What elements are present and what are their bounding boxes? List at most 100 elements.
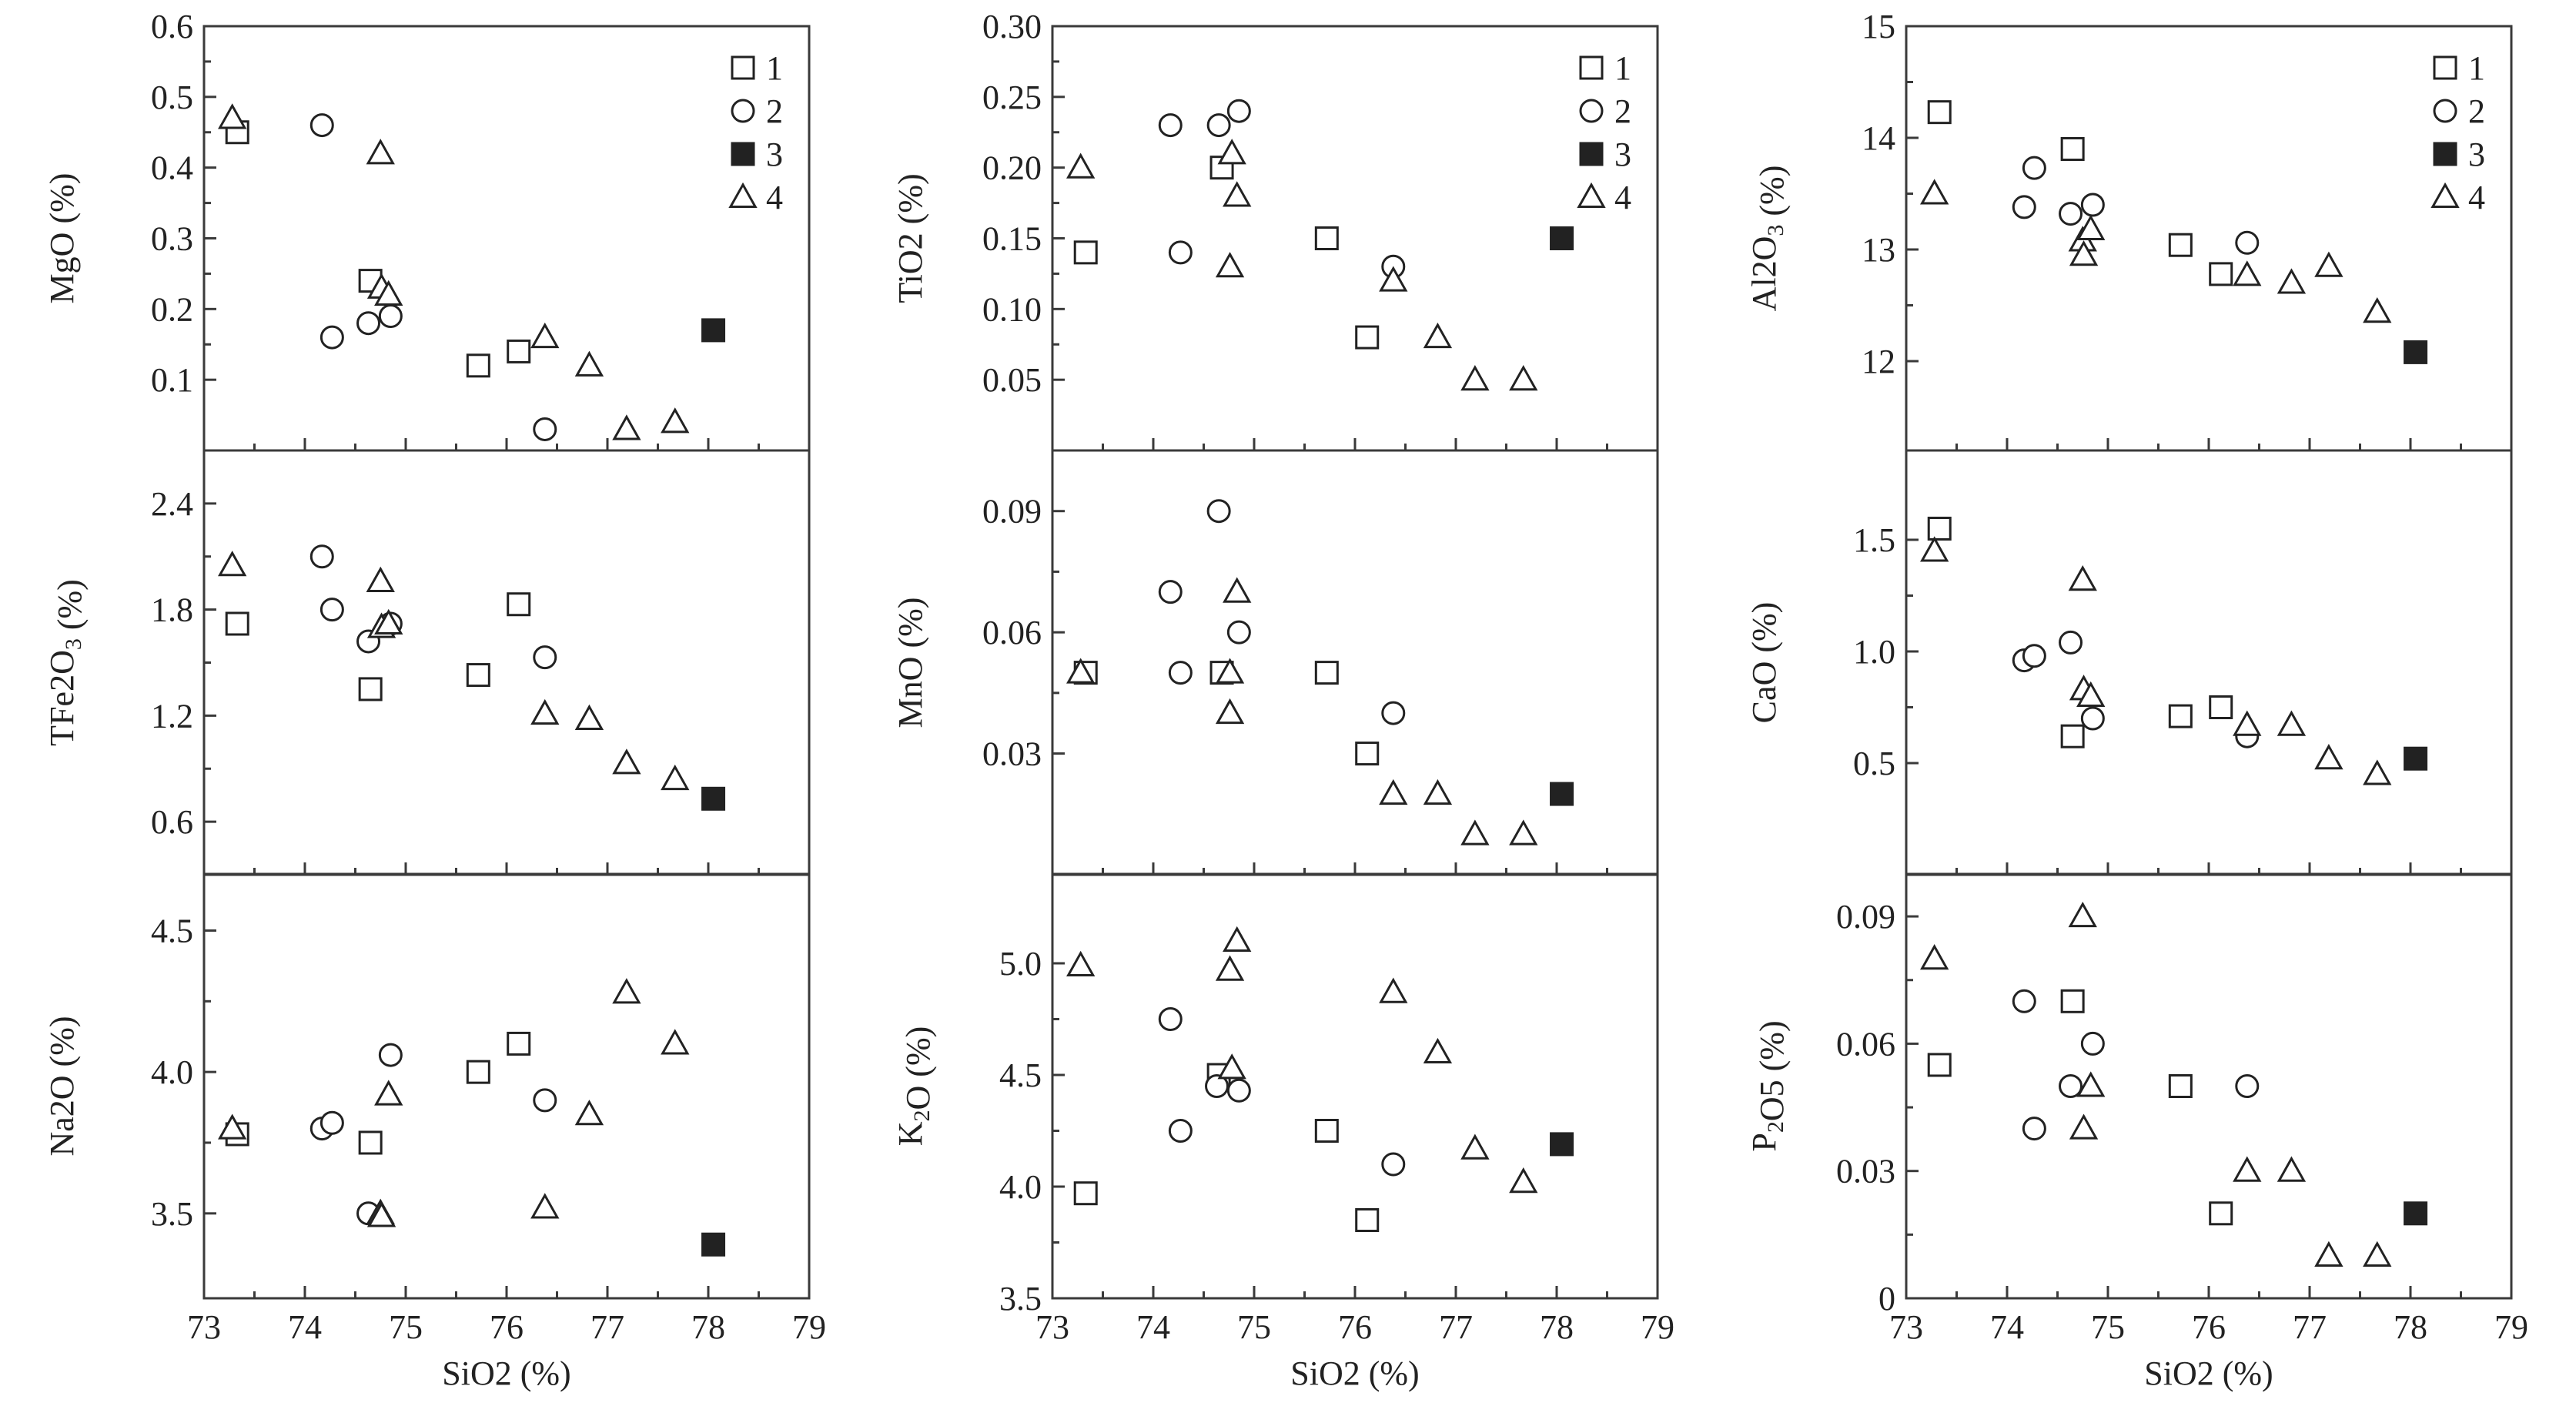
data-point [1066,152,1096,179]
data-point [701,786,726,811]
series-3 [701,1232,726,1257]
data-point [1423,778,1453,805]
data-point [2168,233,2193,257]
data-point [507,339,531,363]
data-point [218,103,247,129]
data-point [507,1031,531,1056]
data-point [2168,704,2193,728]
x-axis-title: SiO2 (%) [1290,1354,1419,1392]
data-point [1223,577,1252,603]
y-tick-label: 3.5 [999,1280,1042,1318]
y-axis-title: Al2O3 (%) [1745,166,1791,312]
data-point [2209,262,2233,286]
data-point [1206,113,1231,138]
series-2 [1158,99,1406,279]
y-tick-label: 0.06 [1836,1025,1895,1063]
data-point [1314,1119,1339,1143]
data-point [1158,113,1183,138]
data-point [507,592,531,617]
data-point [1226,620,1251,645]
data-point [1168,661,1193,685]
x-tick-label: 74 [288,1308,322,1346]
data-point [661,764,690,791]
y-tick-label: 4.5 [999,1056,1042,1094]
y-tick-label: 0 [1878,1280,1895,1318]
x-tick-label: 73 [1035,1308,1069,1346]
data-point [1550,1132,1574,1157]
data-point [1423,1037,1453,1064]
data-point [530,1193,560,1219]
data-point [661,407,690,434]
data-point [2277,268,2307,294]
data-point [1158,1007,1183,1031]
y-tick-label: 13 [1862,231,1895,269]
series-4 [1066,926,1538,1194]
data-point [356,311,381,336]
data-point [466,663,490,688]
x-tick-label: 78 [1540,1308,1574,1346]
data-point [2080,193,2105,217]
data-point [319,325,344,350]
series-4 [1920,901,2392,1267]
data-point [2080,706,2105,731]
data-point [701,318,726,343]
data-point [2022,644,2046,668]
chart-panel-p2o5: 73 74 75 76 77 78 79 0 0.03 0.06 0.09 P2O5 (%) SiO2 … [1745,872,2528,1392]
data-point [2233,710,2262,736]
data-point [2069,1113,2099,1140]
y-tick-label: 3.5 [151,1195,193,1233]
x-tick-label: 76 [1338,1308,1372,1346]
legend-marker [728,182,758,209]
data-point [2277,1156,2307,1182]
data-point [2012,195,2036,219]
series-4 [1920,179,2392,323]
data-point [1550,226,1574,250]
data-point [1927,517,1952,541]
x-axis-title: SiO2 (%) [2144,1354,2273,1392]
data-point [1920,536,1949,562]
data-point [366,1201,396,1227]
data-point [1314,226,1339,250]
data-point [2060,989,2085,1013]
data-point [1205,1074,1229,1098]
data-point [1379,266,1408,292]
y-tick-label: 0.20 [982,149,1042,187]
y-tick-label: 0.05 [982,361,1042,399]
data-point [2076,681,2106,708]
y-tick-label: 1.2 [151,697,193,735]
y-tick-label: 1.8 [151,591,193,629]
data-point [574,350,604,377]
legend-label: 2 [766,92,783,130]
series-2 [2012,989,2260,1141]
legend-marker [2430,182,2460,209]
y-tick-label: 0.30 [982,8,1042,45]
data-point [2069,240,2099,266]
y-tick-label: 4.5 [151,912,193,949]
legend-label: 3 [766,136,783,173]
y-tick-label: 4.0 [151,1053,193,1091]
data-point [2235,230,2260,255]
series-4 [1920,536,2392,785]
series-1 [1927,100,2233,286]
y-tick-label: 0.06 [982,614,1042,651]
data-point [218,1113,247,1140]
data-point [2314,251,2343,277]
y-axis-title: MgO (%) [43,173,81,304]
data-point [1460,1133,1490,1160]
series-4 [1066,139,1538,391]
data-point [1355,742,1380,766]
legend-marker [1579,99,1604,123]
data-point [612,978,641,1004]
legend-label: 3 [2468,136,2485,173]
data-point [2076,1071,2106,1097]
series-2 [2012,156,2260,255]
series-1 [225,592,531,701]
data-point [2233,260,2262,286]
x-tick-label: 75 [389,1308,423,1346]
x-tick-label: 76 [490,1308,524,1346]
series-1 [1927,517,2233,748]
series-2 [309,113,557,441]
data-point [1509,1167,1538,1194]
legend-marker [2433,55,2457,80]
